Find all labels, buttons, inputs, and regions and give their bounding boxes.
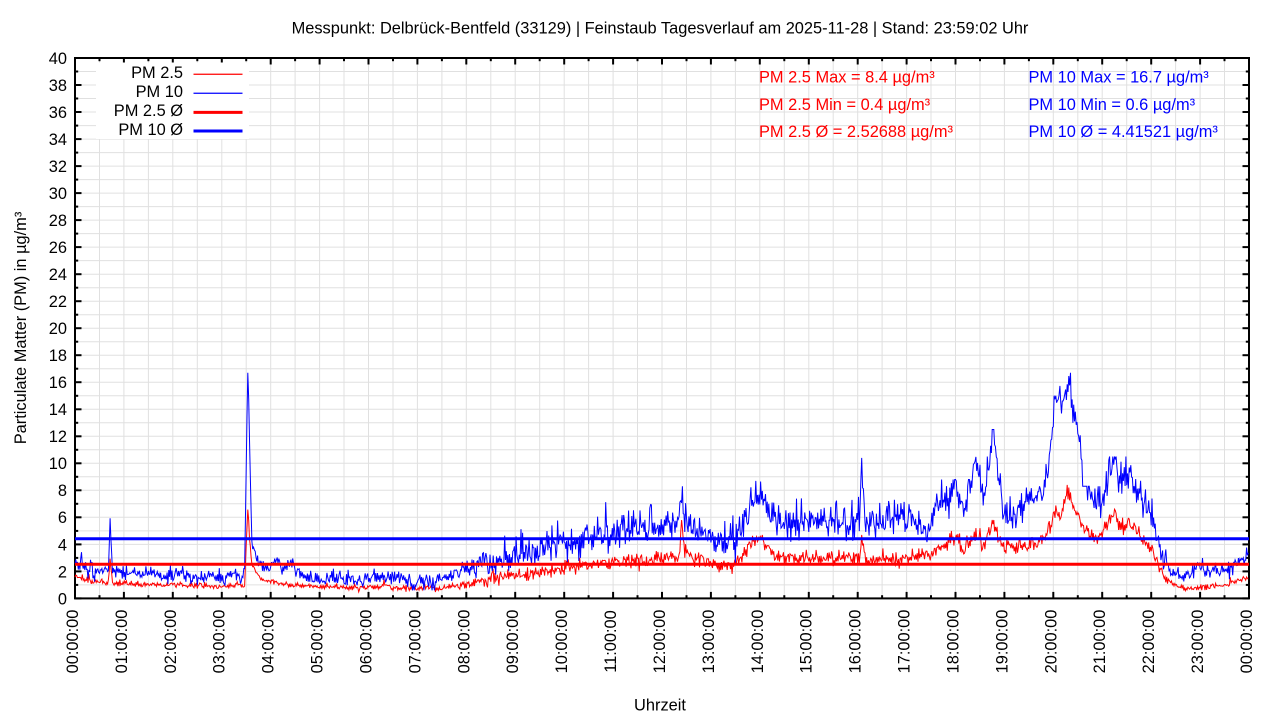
svg-text:2: 2 xyxy=(58,563,67,581)
svg-text:16:00:00: 16:00:00 xyxy=(847,610,865,674)
svg-text:07:00:00: 07:00:00 xyxy=(406,610,424,674)
svg-text:PM 2.5 Ø: PM 2.5 Ø xyxy=(114,102,183,120)
svg-text:38: 38 xyxy=(49,77,67,95)
svg-text:00:00:00: 00:00:00 xyxy=(1238,610,1256,674)
svg-text:PM 10: PM 10 xyxy=(136,83,183,101)
svg-text:26: 26 xyxy=(49,239,67,257)
svg-text:32: 32 xyxy=(49,158,67,176)
svg-text:30: 30 xyxy=(49,185,67,203)
svg-text:PM 10 Ø: PM 10 Ø xyxy=(118,121,183,139)
svg-text:PM 2.5: PM 2.5 xyxy=(131,64,183,82)
svg-text:06:00:00: 06:00:00 xyxy=(357,610,375,674)
svg-text:20:00:00: 20:00:00 xyxy=(1042,610,1060,674)
svg-text:20: 20 xyxy=(49,320,67,338)
svg-text:08:00:00: 08:00:00 xyxy=(455,610,473,674)
svg-text:10:00:00: 10:00:00 xyxy=(553,610,571,674)
svg-text:PM 2.5 Max = 8.4 µg/m³: PM 2.5 Max = 8.4 µg/m³ xyxy=(759,69,935,87)
svg-text:00:00:00: 00:00:00 xyxy=(64,610,82,674)
svg-text:PM 2.5 Ø = 2.52688 µg/m³: PM 2.5 Ø = 2.52688 µg/m³ xyxy=(759,123,953,141)
svg-text:34: 34 xyxy=(49,131,67,149)
svg-text:15:00:00: 15:00:00 xyxy=(798,610,816,674)
svg-text:22:00:00: 22:00:00 xyxy=(1140,610,1158,674)
svg-text:18:00:00: 18:00:00 xyxy=(945,610,963,674)
svg-text:4: 4 xyxy=(58,536,67,554)
svg-text:24: 24 xyxy=(49,266,67,284)
svg-text:PM 10 Min = 0.6 µg/m³: PM 10 Min = 0.6 µg/m³ xyxy=(1029,96,1196,114)
svg-text:13:00:00: 13:00:00 xyxy=(700,610,718,674)
svg-text:22: 22 xyxy=(49,293,67,311)
svg-text:Uhrzeit: Uhrzeit xyxy=(634,697,686,715)
svg-text:04:00:00: 04:00:00 xyxy=(260,610,278,674)
svg-text:8: 8 xyxy=(58,482,67,500)
svg-text:14:00:00: 14:00:00 xyxy=(749,610,767,674)
svg-text:16: 16 xyxy=(49,374,67,392)
svg-text:36: 36 xyxy=(49,104,67,122)
svg-text:18: 18 xyxy=(49,347,67,365)
svg-text:12:00:00: 12:00:00 xyxy=(651,610,669,674)
svg-text:17:00:00: 17:00:00 xyxy=(896,610,914,674)
svg-text:02:00:00: 02:00:00 xyxy=(162,610,180,674)
svg-text:Particulate Matter (PM) in µg/: Particulate Matter (PM) in µg/m³ xyxy=(12,211,30,444)
svg-text:05:00:00: 05:00:00 xyxy=(309,610,327,674)
svg-text:0: 0 xyxy=(58,590,67,608)
svg-text:19:00:00: 19:00:00 xyxy=(993,610,1011,674)
svg-text:6: 6 xyxy=(58,509,67,527)
svg-text:23:00:00: 23:00:00 xyxy=(1189,610,1207,674)
svg-text:11:00:00: 11:00:00 xyxy=(602,610,620,673)
svg-text:28: 28 xyxy=(49,212,67,230)
svg-text:PM 2.5 Min = 0.4 µg/m³: PM 2.5 Min = 0.4 µg/m³ xyxy=(759,96,931,114)
svg-text:10: 10 xyxy=(49,455,67,473)
svg-text:09:00:00: 09:00:00 xyxy=(504,610,522,674)
svg-text:12: 12 xyxy=(49,428,67,446)
svg-text:01:00:00: 01:00:00 xyxy=(113,610,131,674)
svg-text:PM 10 Max = 16.7 µg/m³: PM 10 Max = 16.7 µg/m³ xyxy=(1029,69,1210,87)
svg-text:40: 40 xyxy=(49,50,67,68)
svg-text:PM 10 Ø = 4.41521 µg/m³: PM 10 Ø = 4.41521 µg/m³ xyxy=(1029,123,1219,141)
svg-text:Messpunkt: Delbrück-Bentfeld (: Messpunkt: Delbrück-Bentfeld (33129) | F… xyxy=(292,20,1029,38)
svg-text:03:00:00: 03:00:00 xyxy=(211,610,229,674)
svg-text:21:00:00: 21:00:00 xyxy=(1091,610,1109,674)
svg-text:14: 14 xyxy=(49,401,67,419)
